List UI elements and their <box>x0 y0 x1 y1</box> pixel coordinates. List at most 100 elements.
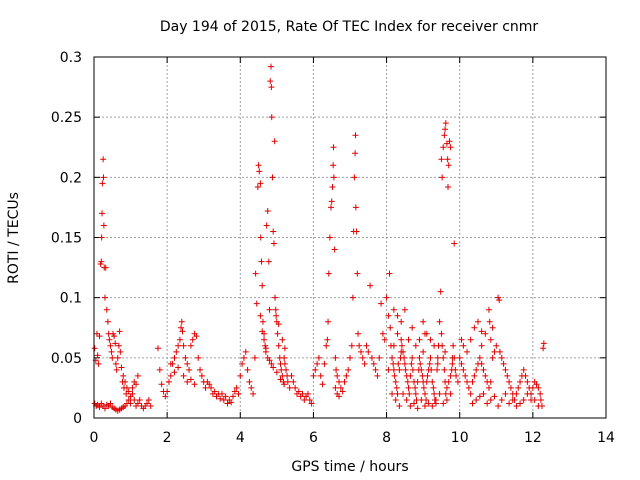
data-point-marker <box>206 381 213 388</box>
data-point-marker <box>100 156 107 163</box>
data-point-marker <box>123 384 130 391</box>
data-point-marker <box>268 63 275 70</box>
data-point-marker <box>107 400 114 407</box>
data-point-marker <box>332 384 339 391</box>
data-point-marker <box>191 381 198 388</box>
data-point-marker <box>357 348 364 355</box>
data-point-marker <box>129 384 136 391</box>
y-tick-label: 0.2 <box>60 170 82 186</box>
x-tick-label: 8 <box>382 430 391 446</box>
data-point-marker <box>256 168 263 175</box>
data-point-marker <box>95 360 102 367</box>
data-point-marker <box>412 342 419 349</box>
data-point-marker <box>321 360 328 367</box>
data-point-marker <box>418 396 425 403</box>
data-point-marker <box>165 378 172 385</box>
data-point-marker <box>515 384 522 391</box>
data-point-marker <box>337 384 344 391</box>
data-point-marker <box>405 336 412 343</box>
data-point-marker <box>418 366 425 373</box>
data-point-marker <box>473 366 480 373</box>
data-point-marker <box>253 300 260 307</box>
data-point-marker <box>94 352 101 359</box>
data-point-marker <box>458 360 465 367</box>
data-point-marker <box>263 222 270 229</box>
data-point-marker <box>330 162 337 169</box>
data-point-marker <box>487 396 494 403</box>
data-point-marker <box>535 402 542 409</box>
data-point-marker <box>343 372 350 379</box>
data-point-marker <box>333 366 340 373</box>
data-point-marker <box>513 402 520 409</box>
data-point-marker <box>449 360 456 367</box>
data-point-marker <box>175 364 182 371</box>
data-point-marker <box>361 360 368 367</box>
data-point-marker <box>359 354 366 361</box>
data-point-marker <box>330 144 337 151</box>
data-point-marker <box>368 354 375 361</box>
data-point-marker <box>429 378 436 385</box>
data-point-marker <box>345 366 352 373</box>
data-point-marker <box>467 390 474 397</box>
data-point-marker <box>266 357 273 364</box>
data-point-marker <box>441 132 448 139</box>
data-point-marker <box>179 328 186 335</box>
x-tick-label: 4 <box>236 430 245 446</box>
data-point-marker <box>389 390 396 397</box>
data-point-marker <box>229 393 236 400</box>
data-point-marker <box>372 366 379 373</box>
data-point-marker <box>178 318 185 325</box>
data-point-marker <box>498 396 505 403</box>
data-point-marker <box>272 306 279 313</box>
data-point-marker <box>261 336 268 343</box>
data-point-marker <box>486 318 493 325</box>
data-point-marker <box>129 390 136 397</box>
data-point-marker <box>292 384 299 391</box>
data-point-marker <box>381 336 388 343</box>
data-point-marker <box>101 405 108 412</box>
data-point-marker <box>496 297 503 304</box>
data-point-marker <box>332 354 339 361</box>
data-point-marker <box>405 384 412 391</box>
data-point-marker <box>495 402 502 409</box>
data-point-marker <box>314 360 321 367</box>
data-point-marker <box>432 396 439 403</box>
data-point-marker <box>451 354 458 361</box>
data-point-marker <box>392 378 399 385</box>
x-tick-label: 0 <box>90 430 99 446</box>
data-point-marker <box>480 390 487 397</box>
data-point-marker <box>257 234 264 241</box>
data-point-marker <box>217 395 224 402</box>
data-point-marker <box>409 354 416 361</box>
data-point-marker <box>400 390 407 397</box>
data-point-marker <box>134 372 141 379</box>
data-point-marker <box>356 342 363 349</box>
data-point-marker <box>327 204 334 211</box>
data-point-marker <box>348 342 355 349</box>
data-point-marker <box>379 330 386 337</box>
data-point-marker <box>266 306 273 313</box>
data-point-marker <box>147 402 154 409</box>
data-point-marker <box>467 336 474 343</box>
data-point-marker <box>254 183 261 190</box>
data-point-marker <box>445 378 452 385</box>
data-point-marker <box>394 330 401 337</box>
x-tick-labels: 0 2 4 6 8 10 12 14 <box>90 430 615 446</box>
data-point-marker <box>167 360 174 367</box>
data-point-marker <box>401 360 408 367</box>
data-point-marker <box>412 384 419 391</box>
data-point-marker <box>540 345 547 352</box>
data-point-marker <box>454 378 461 385</box>
data-point-marker <box>275 342 282 349</box>
data-point-marker <box>100 222 107 229</box>
data-point-marker <box>102 264 109 271</box>
data-point-marker <box>485 306 492 313</box>
data-point-marker <box>233 384 240 391</box>
data-point-marker <box>239 360 246 367</box>
data-point-marker <box>471 372 478 379</box>
data-point-marker <box>385 366 392 373</box>
data-point-marker <box>301 396 308 403</box>
data-point-marker <box>98 234 105 241</box>
data-point-marker <box>469 378 476 385</box>
data-point-marker <box>398 318 405 325</box>
